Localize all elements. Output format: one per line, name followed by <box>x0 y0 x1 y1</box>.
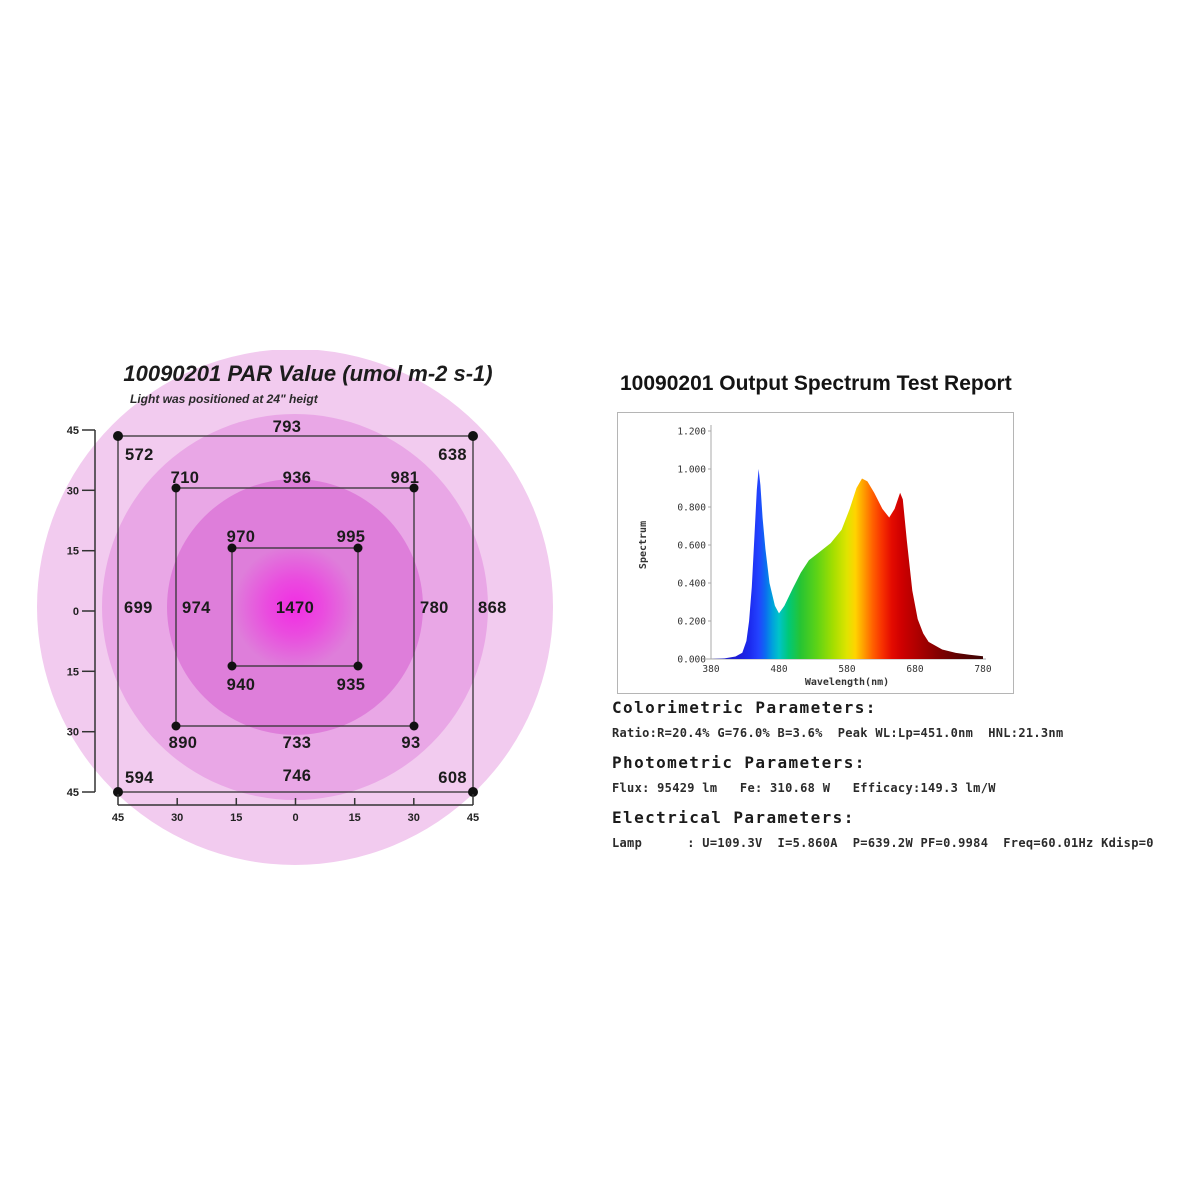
par-x-axis <box>117 794 474 806</box>
par-y-axis-labels: 45 30 15 0 15 30 45 <box>67 425 79 799</box>
par-measurement-squares <box>117 435 474 793</box>
par-value: 868 <box>478 599 507 617</box>
par-value: 710 <box>171 469 200 487</box>
par-chart-subtitle: Light was positioned at 24" heigt <box>130 392 318 406</box>
par-value: 793 <box>273 418 302 436</box>
photometric-section: Photometric Parameters: <box>612 753 866 772</box>
par-y-tick: 15 <box>67 666 79 678</box>
par-measurement-dots <box>113 431 478 797</box>
electrical-section: Electrical Parameters: <box>612 808 855 827</box>
par-intensity-circles <box>37 350 553 865</box>
spectrum-y-labels: 1.200 1.000 0.800 0.600 0.400 0.200 0.00… <box>677 427 706 666</box>
spectrum-y-tick: 1.000 <box>677 465 706 476</box>
spectrum-y-tick: 1.200 <box>677 427 706 438</box>
spectrum-x-tick: 580 <box>838 664 855 675</box>
par-x-tick: 0 <box>292 812 298 824</box>
par-value: 935 <box>337 676 366 694</box>
spectrum-y-tick: 0.600 <box>677 541 706 552</box>
spectrum-x-tick: 780 <box>974 664 991 675</box>
par-value: 970 <box>227 528 256 546</box>
par-y-tick: 15 <box>67 546 79 558</box>
par-value: 699 <box>124 599 153 617</box>
par-value: 746 <box>283 767 312 785</box>
par-value: 981 <box>391 469 420 487</box>
par-value: 890 <box>169 734 198 752</box>
electrical-heading: Electrical Parameters: <box>612 808 855 827</box>
par-value: 93 <box>401 734 420 752</box>
par-value: 608 <box>438 769 467 787</box>
par-y-tick: 45 <box>67 787 79 799</box>
par-value: 995 <box>337 528 366 546</box>
par-y-tick: 0 <box>73 606 79 618</box>
spectrum-y-tick: 0.800 <box>677 503 706 514</box>
par-x-tick: 45 <box>467 812 479 824</box>
spectrum-x-labels: 380 480 580 680 780 <box>702 664 991 675</box>
par-value: 936 <box>283 469 312 487</box>
par-y-axis <box>82 429 96 793</box>
spectrum-y-tick: 0.200 <box>677 617 706 628</box>
colorimetric-values: Ratio:R=20.4% G=76.0% B=3.6% Peak WL:Lp=… <box>612 726 1064 740</box>
par-value: 940 <box>227 676 256 694</box>
par-x-tick: 45 <box>112 812 124 824</box>
par-x-tick: 30 <box>408 812 420 824</box>
spectrum-x-tick: 380 <box>702 664 719 675</box>
spectrum-report-title: 10090201 Output Spectrum Test Report <box>620 372 1012 395</box>
spectrum-curve <box>711 469 983 659</box>
par-value: 780 <box>420 599 449 617</box>
par-value: 638 <box>438 446 467 464</box>
par-x-tick: 15 <box>349 812 361 824</box>
par-square-outer <box>117 435 474 793</box>
par-square-inner <box>231 547 359 667</box>
spectrum-y-axis-title: Spectrum <box>638 521 649 569</box>
spectrum-chart: 1.200 1.000 0.800 0.600 0.400 0.200 0.00… <box>638 425 992 688</box>
par-square-middle <box>175 487 415 727</box>
photometric-heading: Photometric Parameters: <box>612 753 866 772</box>
par-x-tick: 30 <box>171 812 183 824</box>
par-value-labels: 793 572 638 710 936 981 970 995 699 974 … <box>124 418 507 787</box>
colorimetric-heading: Colorimetric Parameters: <box>612 698 877 717</box>
par-value: 974 <box>182 599 211 617</box>
par-value: 594 <box>125 769 154 787</box>
spectrum-x-tick: 680 <box>906 664 923 675</box>
par-value: 572 <box>125 446 154 464</box>
par-y-tick: 30 <box>67 727 79 739</box>
par-value-center: 1470 <box>276 599 314 617</box>
par-y-tick: 30 <box>67 485 79 497</box>
spectrum-x-axis-title: Wavelength(nm) <box>805 677 889 688</box>
spectrum-y-tick: 0.000 <box>677 655 706 666</box>
par-y-tick: 45 <box>67 425 79 437</box>
spectrum-x-tick: 480 <box>770 664 787 675</box>
par-chart-title: 10090201 PAR Value (umol m-2 s-1) <box>123 361 493 386</box>
par-diagram: 45 30 15 0 15 30 45 45 30 15 0 15 30 45 <box>37 350 553 865</box>
par-value: 733 <box>283 734 312 752</box>
par-x-tick: 15 <box>230 812 242 824</box>
par-center-glow <box>233 545 357 669</box>
colorimetric-section: Colorimetric Parameters: <box>612 698 877 717</box>
spectrum-y-tick: 0.400 <box>677 579 706 590</box>
spectrum-chart-frame: 1.200 1.000 0.800 0.600 0.400 0.200 0.00… <box>617 412 1014 694</box>
photometric-values: Flux: 95429 lm Fe: 310.68 W Efficacy:149… <box>612 781 996 795</box>
electrical-values: Lamp : U=109.3V I=5.860A P=639.2W PF=0.9… <box>612 836 1154 850</box>
par-x-axis-labels: 45 30 15 0 15 30 45 <box>112 812 479 824</box>
